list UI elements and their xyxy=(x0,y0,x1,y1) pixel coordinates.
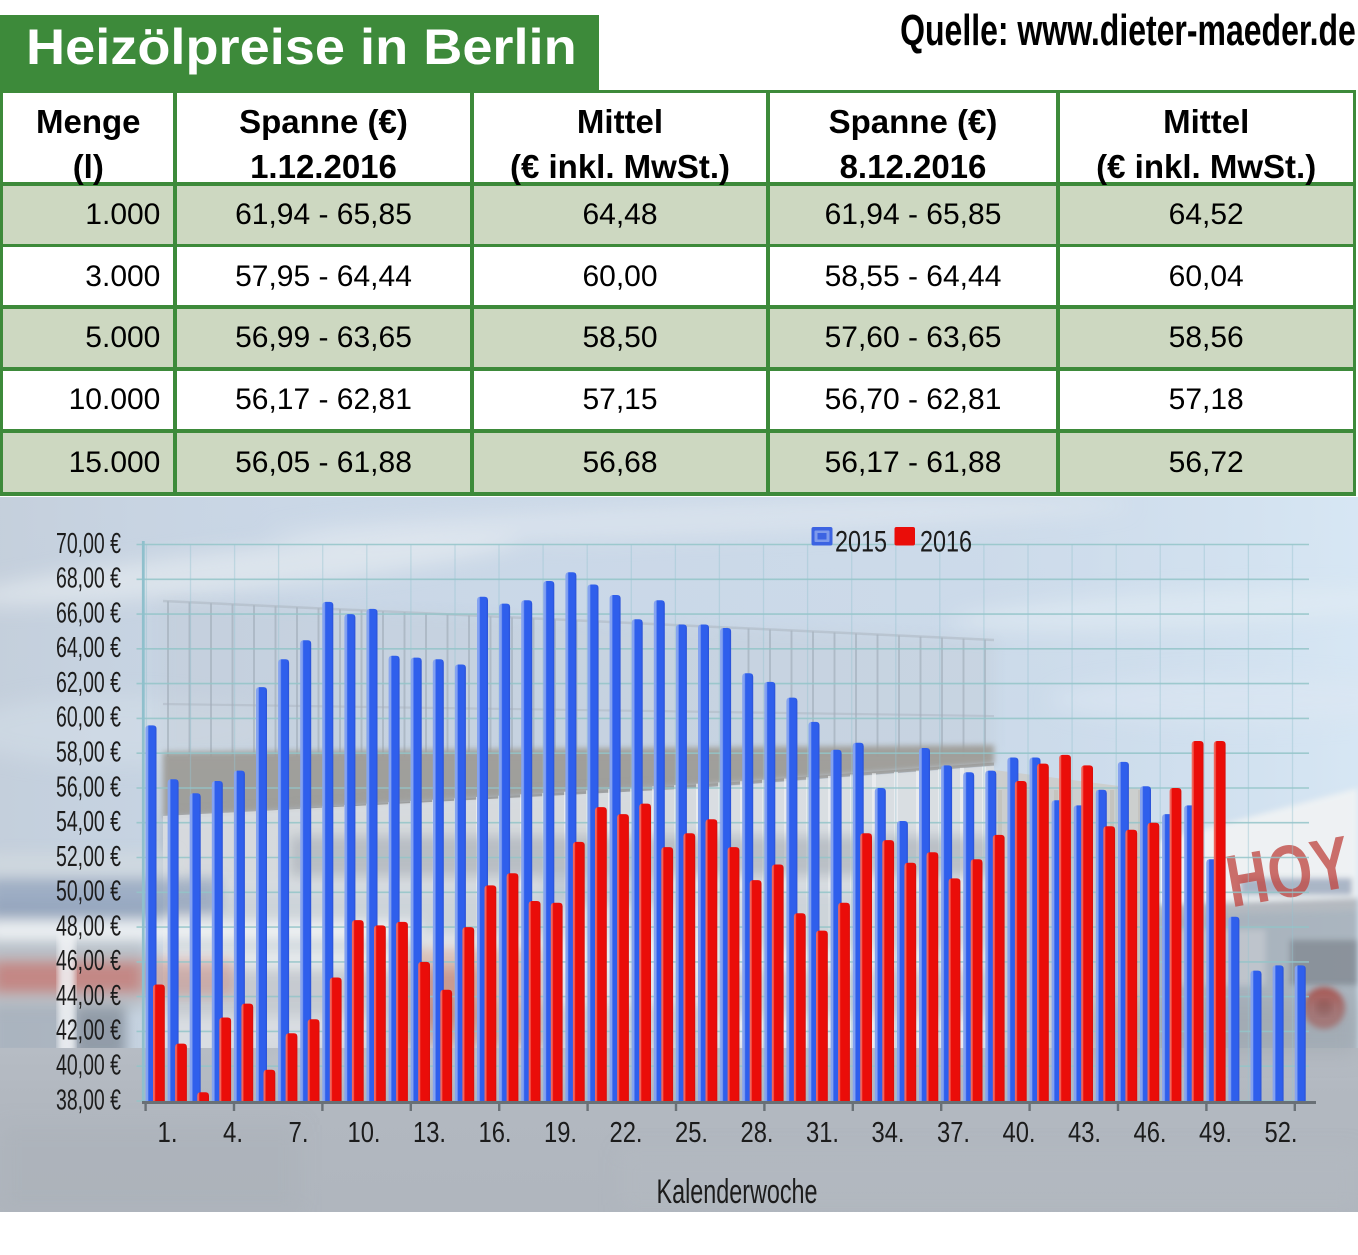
svg-text:60,00 €: 60,00 € xyxy=(56,702,121,734)
svg-text:62,00 €: 62,00 € xyxy=(56,667,121,699)
svg-text:64,00 €: 64,00 € xyxy=(56,632,121,664)
svg-text:56,00 €: 56,00 € xyxy=(56,771,121,803)
svg-text:19.: 19. xyxy=(544,1117,577,1149)
svg-text:37.: 37. xyxy=(937,1117,970,1149)
svg-text:40,00 €: 40,00 € xyxy=(56,1050,121,1082)
svg-text:40.: 40. xyxy=(1003,1117,1036,1149)
svg-text:22.: 22. xyxy=(610,1117,643,1149)
svg-text:50,00 €: 50,00 € xyxy=(56,876,121,908)
svg-text:16.: 16. xyxy=(479,1117,512,1149)
svg-text:2015: 2015 xyxy=(835,526,887,559)
svg-text:44,00 €: 44,00 € xyxy=(56,980,121,1012)
svg-text:10.: 10. xyxy=(348,1117,381,1149)
svg-text:46.: 46. xyxy=(1134,1117,1167,1149)
svg-text:13.: 13. xyxy=(413,1117,446,1149)
svg-text:66,00 €: 66,00 € xyxy=(56,597,121,629)
svg-text:52.: 52. xyxy=(1265,1117,1298,1149)
svg-text:7.: 7. xyxy=(289,1117,309,1149)
svg-text:Kalenderwoche: Kalenderwoche xyxy=(657,1173,818,1211)
svg-text:43.: 43. xyxy=(1068,1117,1101,1149)
svg-text:1.: 1. xyxy=(158,1117,178,1149)
svg-text:34.: 34. xyxy=(872,1117,905,1149)
svg-text:58,00 €: 58,00 € xyxy=(56,737,121,769)
svg-text:68,00 €: 68,00 € xyxy=(56,563,121,595)
svg-text:25.: 25. xyxy=(675,1117,708,1149)
svg-text:46,00 €: 46,00 € xyxy=(56,945,121,977)
svg-text:70,00 €: 70,00 € xyxy=(56,528,121,560)
svg-text:48,00 €: 48,00 € xyxy=(56,910,121,942)
svg-text:52,00 €: 52,00 € xyxy=(56,841,121,873)
svg-text:2016: 2016 xyxy=(920,526,972,559)
svg-text:4.: 4. xyxy=(223,1117,243,1149)
svg-text:54,00 €: 54,00 € xyxy=(56,806,121,838)
svg-text:31.: 31. xyxy=(806,1117,839,1149)
svg-text:38,00 €: 38,00 € xyxy=(56,1084,121,1116)
svg-text:28.: 28. xyxy=(741,1117,774,1149)
svg-text:49.: 49. xyxy=(1199,1117,1232,1149)
svg-text:42,00 €: 42,00 € xyxy=(56,1015,121,1047)
